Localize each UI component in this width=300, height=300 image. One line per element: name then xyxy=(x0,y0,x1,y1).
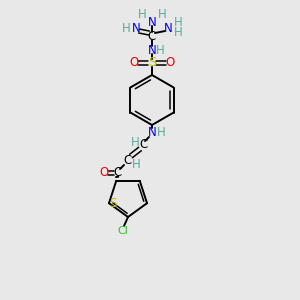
Text: H: H xyxy=(122,22,130,34)
Text: N: N xyxy=(148,125,156,139)
Text: H: H xyxy=(158,8,166,20)
Text: S: S xyxy=(109,197,117,210)
Text: H: H xyxy=(174,16,182,29)
Text: H: H xyxy=(174,26,182,40)
Text: N: N xyxy=(148,44,156,56)
Text: N: N xyxy=(164,22,172,34)
Text: H: H xyxy=(132,158,140,170)
Text: O: O xyxy=(99,167,109,179)
Text: N: N xyxy=(148,16,156,28)
Text: H: H xyxy=(157,125,165,139)
Text: C: C xyxy=(148,29,156,43)
Text: C: C xyxy=(139,139,147,152)
Text: Cl: Cl xyxy=(118,226,128,236)
Text: N: N xyxy=(132,22,140,34)
Text: C: C xyxy=(114,167,122,179)
Text: O: O xyxy=(129,56,139,70)
Text: H: H xyxy=(156,44,164,56)
Text: H: H xyxy=(138,8,146,20)
Text: O: O xyxy=(165,56,175,70)
Text: S: S xyxy=(148,56,156,70)
Text: C: C xyxy=(124,154,132,166)
Text: H: H xyxy=(130,136,140,149)
